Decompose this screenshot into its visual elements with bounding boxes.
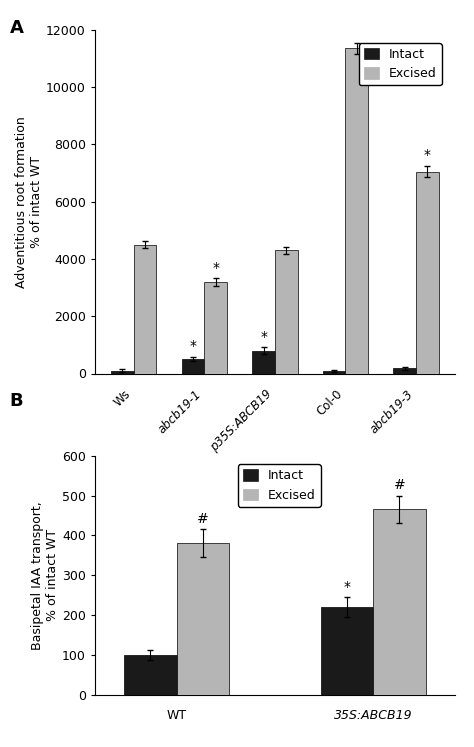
- Bar: [373, 509, 426, 695]
- Text: B: B: [9, 392, 23, 410]
- Text: abcb19-3: abcb19-3: [368, 387, 416, 436]
- Bar: [177, 543, 229, 695]
- Text: *: *: [190, 339, 197, 353]
- Bar: [252, 350, 275, 374]
- Y-axis label: Adventitious root formation
% of intact WT: Adventitious root formation % of intact …: [15, 116, 43, 288]
- Bar: [134, 245, 156, 374]
- Text: p35S:ABCB19: p35S:ABCB19: [208, 387, 275, 454]
- Bar: [416, 172, 438, 374]
- Bar: [321, 607, 373, 695]
- Bar: [182, 359, 204, 374]
- Text: A: A: [9, 19, 23, 37]
- Bar: [204, 282, 227, 374]
- Text: Ws: Ws: [112, 387, 134, 409]
- Legend: Intact, Excised: Intact, Excised: [238, 465, 321, 506]
- Bar: [323, 371, 346, 374]
- Bar: [275, 250, 298, 374]
- Legend: Intact, Excised: Intact, Excised: [359, 43, 442, 85]
- Text: WT: WT: [166, 709, 187, 722]
- Text: Col-0: Col-0: [315, 387, 346, 418]
- Text: *: *: [260, 329, 267, 344]
- Bar: [393, 368, 416, 374]
- Y-axis label: Basipetal IAA transport,
% of intact WT: Basipetal IAA transport, % of intact WT: [31, 500, 59, 650]
- Text: 35S:ABCB19: 35S:ABCB19: [334, 709, 412, 722]
- Text: *: *: [212, 261, 219, 275]
- Text: *: *: [424, 149, 431, 162]
- Bar: [124, 655, 177, 695]
- Text: *: *: [344, 580, 350, 594]
- Bar: [346, 49, 368, 374]
- Bar: [111, 371, 134, 374]
- Text: #: #: [393, 478, 405, 492]
- Text: #: #: [197, 512, 209, 526]
- Text: abcb19-1: abcb19-1: [156, 387, 204, 436]
